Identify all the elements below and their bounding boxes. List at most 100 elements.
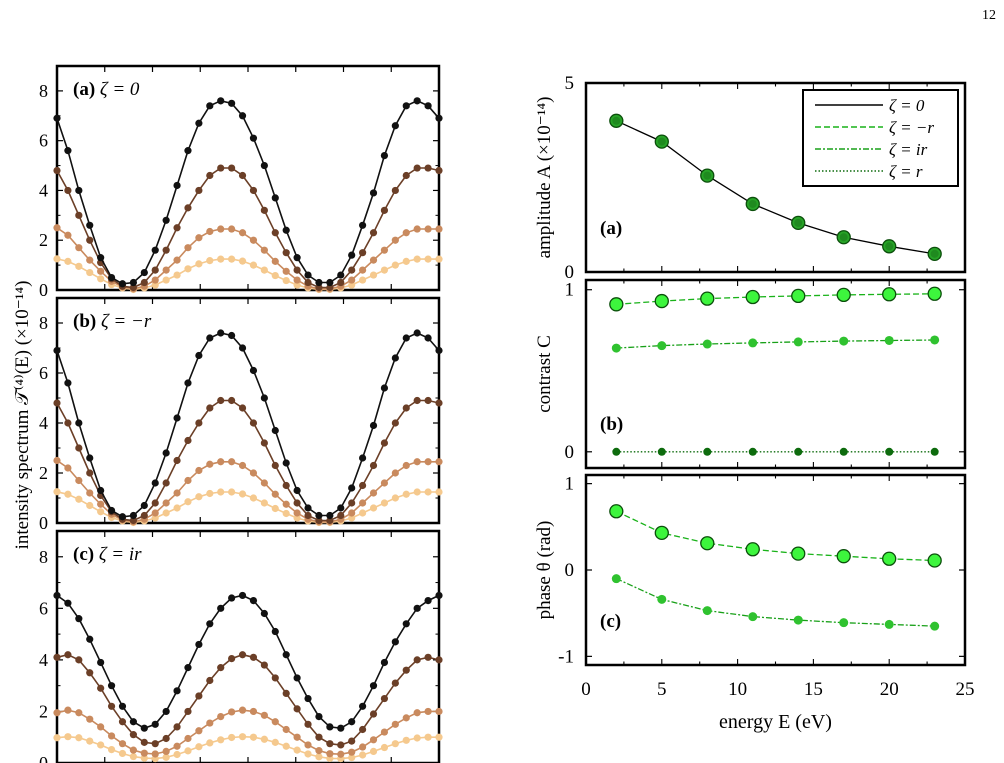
data-point <box>86 669 94 677</box>
data-point <box>271 504 279 513</box>
data-point <box>611 343 621 353</box>
data-point <box>260 609 268 618</box>
data-point <box>97 508 105 516</box>
data-point <box>162 753 170 761</box>
data-point <box>249 236 258 244</box>
data-point <box>611 574 621 584</box>
data-point <box>271 674 279 682</box>
data-point <box>206 620 214 628</box>
data-point <box>369 489 378 497</box>
data-point <box>359 751 367 759</box>
y-tick-label: 8 <box>39 547 48 567</box>
data-point <box>282 725 290 734</box>
data-point <box>53 488 61 496</box>
data-point <box>64 379 72 387</box>
data-point <box>228 733 236 742</box>
data-point <box>413 97 421 105</box>
data-point <box>326 516 334 525</box>
page-number: 12 <box>982 8 996 23</box>
data-point <box>129 731 137 739</box>
data-point <box>609 504 624 519</box>
data-point <box>249 733 258 741</box>
data-point <box>228 225 236 233</box>
data-point <box>791 546 806 561</box>
data-point <box>793 337 803 347</box>
data-point <box>129 718 137 726</box>
data-point <box>97 741 105 749</box>
data-point <box>885 447 894 456</box>
data-point-inner <box>930 249 939 258</box>
x-tick-label: 15 <box>804 679 823 700</box>
data-point <box>151 281 159 289</box>
data-point <box>53 399 61 407</box>
data-point <box>391 236 399 244</box>
data-point <box>391 638 399 646</box>
data-point <box>184 476 192 485</box>
data-point <box>173 723 181 731</box>
data-point <box>162 266 170 274</box>
data-point <box>337 511 345 520</box>
data-point <box>413 396 421 405</box>
data-point <box>380 439 389 447</box>
data-point <box>86 454 94 462</box>
data-point <box>369 271 378 279</box>
data-point <box>151 499 159 507</box>
legend-entry: ζ = r <box>889 162 923 181</box>
data-point <box>217 713 225 721</box>
data-point-inner <box>794 218 803 227</box>
data-point <box>86 715 94 723</box>
data-point <box>654 293 669 309</box>
data-point <box>249 494 258 502</box>
data-point <box>260 439 268 447</box>
data-point <box>206 489 214 498</box>
data-point <box>260 246 268 254</box>
data-point <box>53 709 61 717</box>
data-point <box>413 225 421 233</box>
data-point <box>86 469 94 477</box>
y-tick-label: 8 <box>39 313 48 333</box>
data-point <box>293 266 301 274</box>
data-point <box>391 186 399 195</box>
data-point <box>260 394 268 402</box>
data-point <box>839 618 849 628</box>
data-point <box>53 653 61 661</box>
panel-label: (a) ζ = 0 <box>73 79 140 100</box>
panel-label: (b) ζ = −r <box>73 311 152 332</box>
data-point <box>271 229 279 237</box>
data-point <box>359 454 367 462</box>
y-tick-label: 2 <box>39 230 48 250</box>
series-line <box>616 293 935 305</box>
data-point <box>238 257 247 265</box>
data-point <box>64 706 72 714</box>
data-point <box>206 334 214 342</box>
data-point <box>249 707 258 716</box>
data-point <box>413 329 421 337</box>
data-point <box>293 509 301 517</box>
data-point <box>140 511 148 520</box>
data-point <box>435 733 443 741</box>
data-point <box>304 271 312 279</box>
data-point <box>836 287 851 303</box>
data-point <box>702 606 712 616</box>
data-point <box>238 404 247 412</box>
data-point <box>391 469 399 477</box>
data-point-inner <box>885 242 894 251</box>
data-point <box>657 594 667 604</box>
data-point <box>748 612 758 622</box>
data-point <box>293 514 301 522</box>
data-point <box>184 498 192 506</box>
data-point <box>326 278 334 287</box>
data-point <box>380 206 389 214</box>
data-point <box>249 597 258 605</box>
data-point <box>380 658 389 667</box>
data-point <box>129 746 137 754</box>
data-point <box>304 694 312 703</box>
data-point <box>745 542 760 557</box>
data-point <box>882 287 897 302</box>
data-point <box>64 490 72 498</box>
data-point <box>249 261 258 269</box>
data-point <box>217 255 225 263</box>
y-axis-label: amplitude A (×10⁻¹⁴) <box>534 97 555 259</box>
data-point <box>359 221 367 229</box>
data-point <box>238 490 247 498</box>
